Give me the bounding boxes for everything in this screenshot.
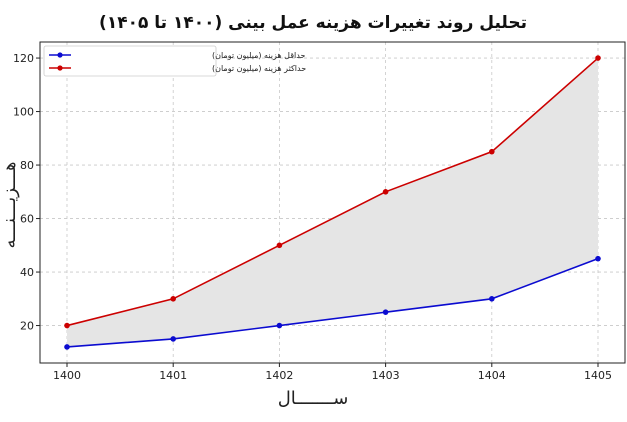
- legend-box: [43, 45, 217, 77]
- ticks: 1400 1401 1402 1403 1404 1405 20 40 60 80 100 120: [13, 52, 612, 382]
- y-tick-label: 40: [20, 266, 34, 279]
- legend-item: حداقل هزینه (میلیون تومان): [49, 51, 305, 60]
- legend-item: حداکثر هزینه (میلیون تومان): [49, 64, 306, 73]
- series-line: [66, 257, 599, 348]
- series-line: [66, 57, 599, 327]
- data-point: [489, 148, 495, 155]
- x-tick-label: 1401: [159, 369, 187, 382]
- chart-title: تحلیل روند تغییرات هزینه عمل بینی (۱۴۰۰ …: [99, 13, 527, 33]
- series-0: [64, 255, 601, 350]
- series-layer: [64, 55, 601, 350]
- x-tick-label: 1405: [584, 369, 612, 382]
- fill-between-region: [67, 58, 598, 347]
- legend: حداقل هزینه (میلیون تومان) حداکثر هزینه (…: [43, 45, 306, 77]
- y-axis-label: هـــزیـــنـــه: [0, 162, 20, 249]
- x-tick-label: 1403: [372, 369, 400, 382]
- x-tick-label: 1402: [265, 369, 293, 382]
- fill-between-area: [67, 58, 598, 347]
- data-point: [170, 336, 176, 342]
- y-tick-label: 100: [13, 106, 34, 119]
- data-point: [595, 255, 601, 262]
- data-point: [64, 344, 70, 350]
- data-point: [276, 242, 283, 249]
- y-tick-label: 20: [20, 320, 34, 333]
- data-point: [595, 55, 601, 61]
- x-axis-label: ســـــــال: [278, 388, 349, 409]
- data-point: [276, 322, 283, 329]
- x-tick-label: 1404: [478, 369, 506, 382]
- data-point: [170, 296, 176, 302]
- data-point: [382, 189, 389, 195]
- data-point: [382, 309, 389, 315]
- y-tick-label: 120: [13, 52, 34, 65]
- legend-swatch-point: [57, 65, 63, 71]
- legend-label: حداکثر هزینه (میلیون تومان): [212, 64, 306, 73]
- y-tick-label: 60: [20, 213, 34, 226]
- series-1: [64, 55, 601, 329]
- x-tick-label: 1400: [53, 369, 81, 382]
- legend-label: حداقل هزینه (میلیون تومان): [212, 51, 305, 60]
- y-tick-label: 80: [20, 159, 34, 172]
- data-point: [489, 296, 495, 302]
- legend-swatch-point: [57, 52, 63, 58]
- plot-frame: [39, 41, 626, 364]
- data-point: [64, 322, 70, 329]
